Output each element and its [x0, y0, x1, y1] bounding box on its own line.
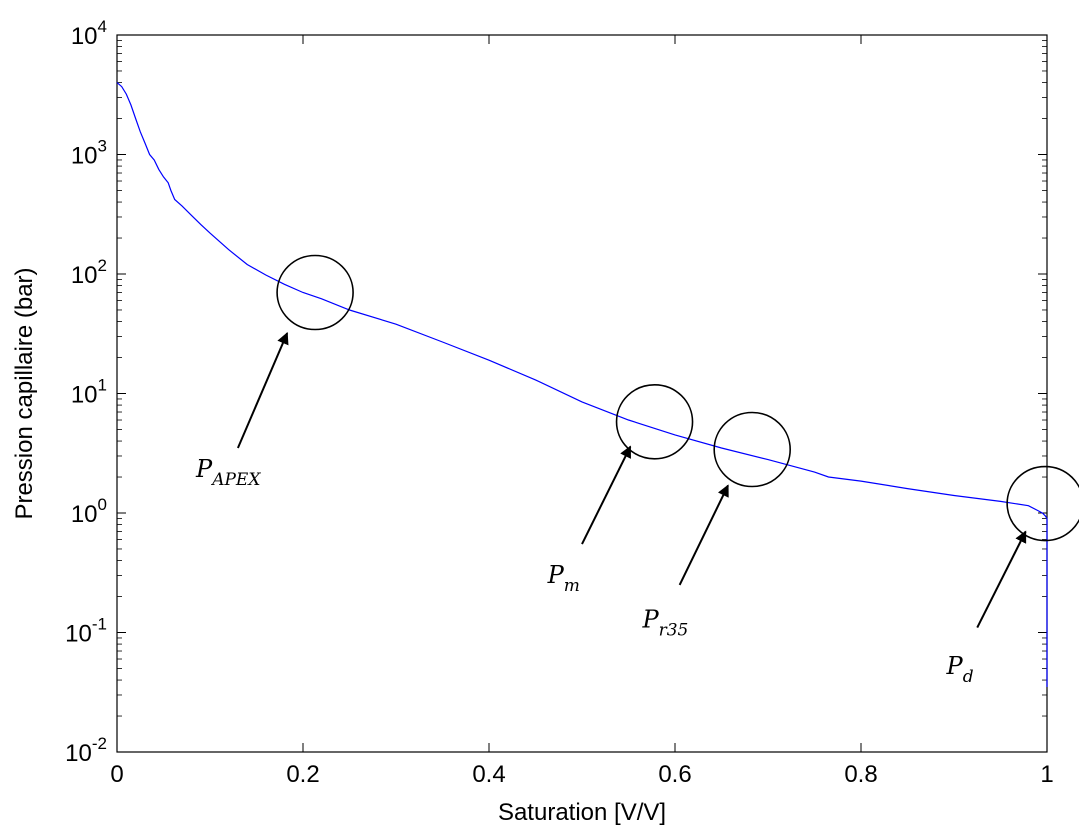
- axis-ticks: [116, 34, 1048, 753]
- x-tick-labels: 0 0.2 0.4 0.6 0.8 1: [110, 761, 1053, 788]
- y-tick-label: 10-1: [65, 615, 107, 648]
- x-axis-label: Saturation [V/V]: [498, 799, 666, 826]
- plot-frame: [116, 34, 1048, 753]
- highlight-circle: [713, 411, 791, 488]
- y-axis-label: Pression capillaire (bar): [11, 267, 38, 519]
- annotation-label: PAPEX: [195, 455, 261, 490]
- y-tick-label: 10-2: [65, 734, 107, 767]
- annotation-arrow: [581, 445, 632, 545]
- annotation-arrow: [236, 332, 289, 449]
- x-tick-label: 0.8: [844, 761, 877, 788]
- x-tick-label: 0.4: [472, 761, 505, 788]
- annotation-m: Pm: [547, 383, 694, 596]
- highlight-circle: [615, 383, 694, 460]
- series-layer: [116, 82, 1048, 687]
- x-tick-label: 1: [1040, 761, 1053, 788]
- plot-box: [116, 34, 1048, 753]
- pressure-curve-line: [116, 82, 1048, 687]
- annotation-apex: PAPEX: [195, 254, 354, 490]
- annotation-label: Pd: [946, 652, 974, 687]
- x-tick-label: 0.6: [658, 761, 691, 788]
- annotations-layer: PAPEX Pm Pr35 Pd: [195, 254, 1079, 687]
- annotation-arrow: [678, 484, 729, 586]
- y-tick-labels: 10-2 10-1 100 101 102 103 104: [65, 17, 107, 767]
- annotation-r35: Pr35: [641, 411, 791, 641]
- highlight-circle: [1006, 465, 1079, 542]
- highlight-circle: [276, 254, 354, 331]
- x-tick-label: 0.2: [286, 761, 319, 788]
- x-tick-label: 0: [110, 761, 123, 788]
- y-tick-label: 104: [71, 17, 107, 50]
- annotation-d: Pd: [946, 465, 1079, 687]
- y-tick-label: 100: [71, 495, 107, 528]
- y-tick-label: 103: [71, 137, 107, 170]
- annotation-label: Pm: [547, 561, 580, 596]
- annotation-label: Pr35: [641, 606, 688, 641]
- y-tick-label: 101: [71, 376, 107, 409]
- y-tick-label: 102: [71, 256, 107, 289]
- annotation-arrow: [976, 530, 1027, 629]
